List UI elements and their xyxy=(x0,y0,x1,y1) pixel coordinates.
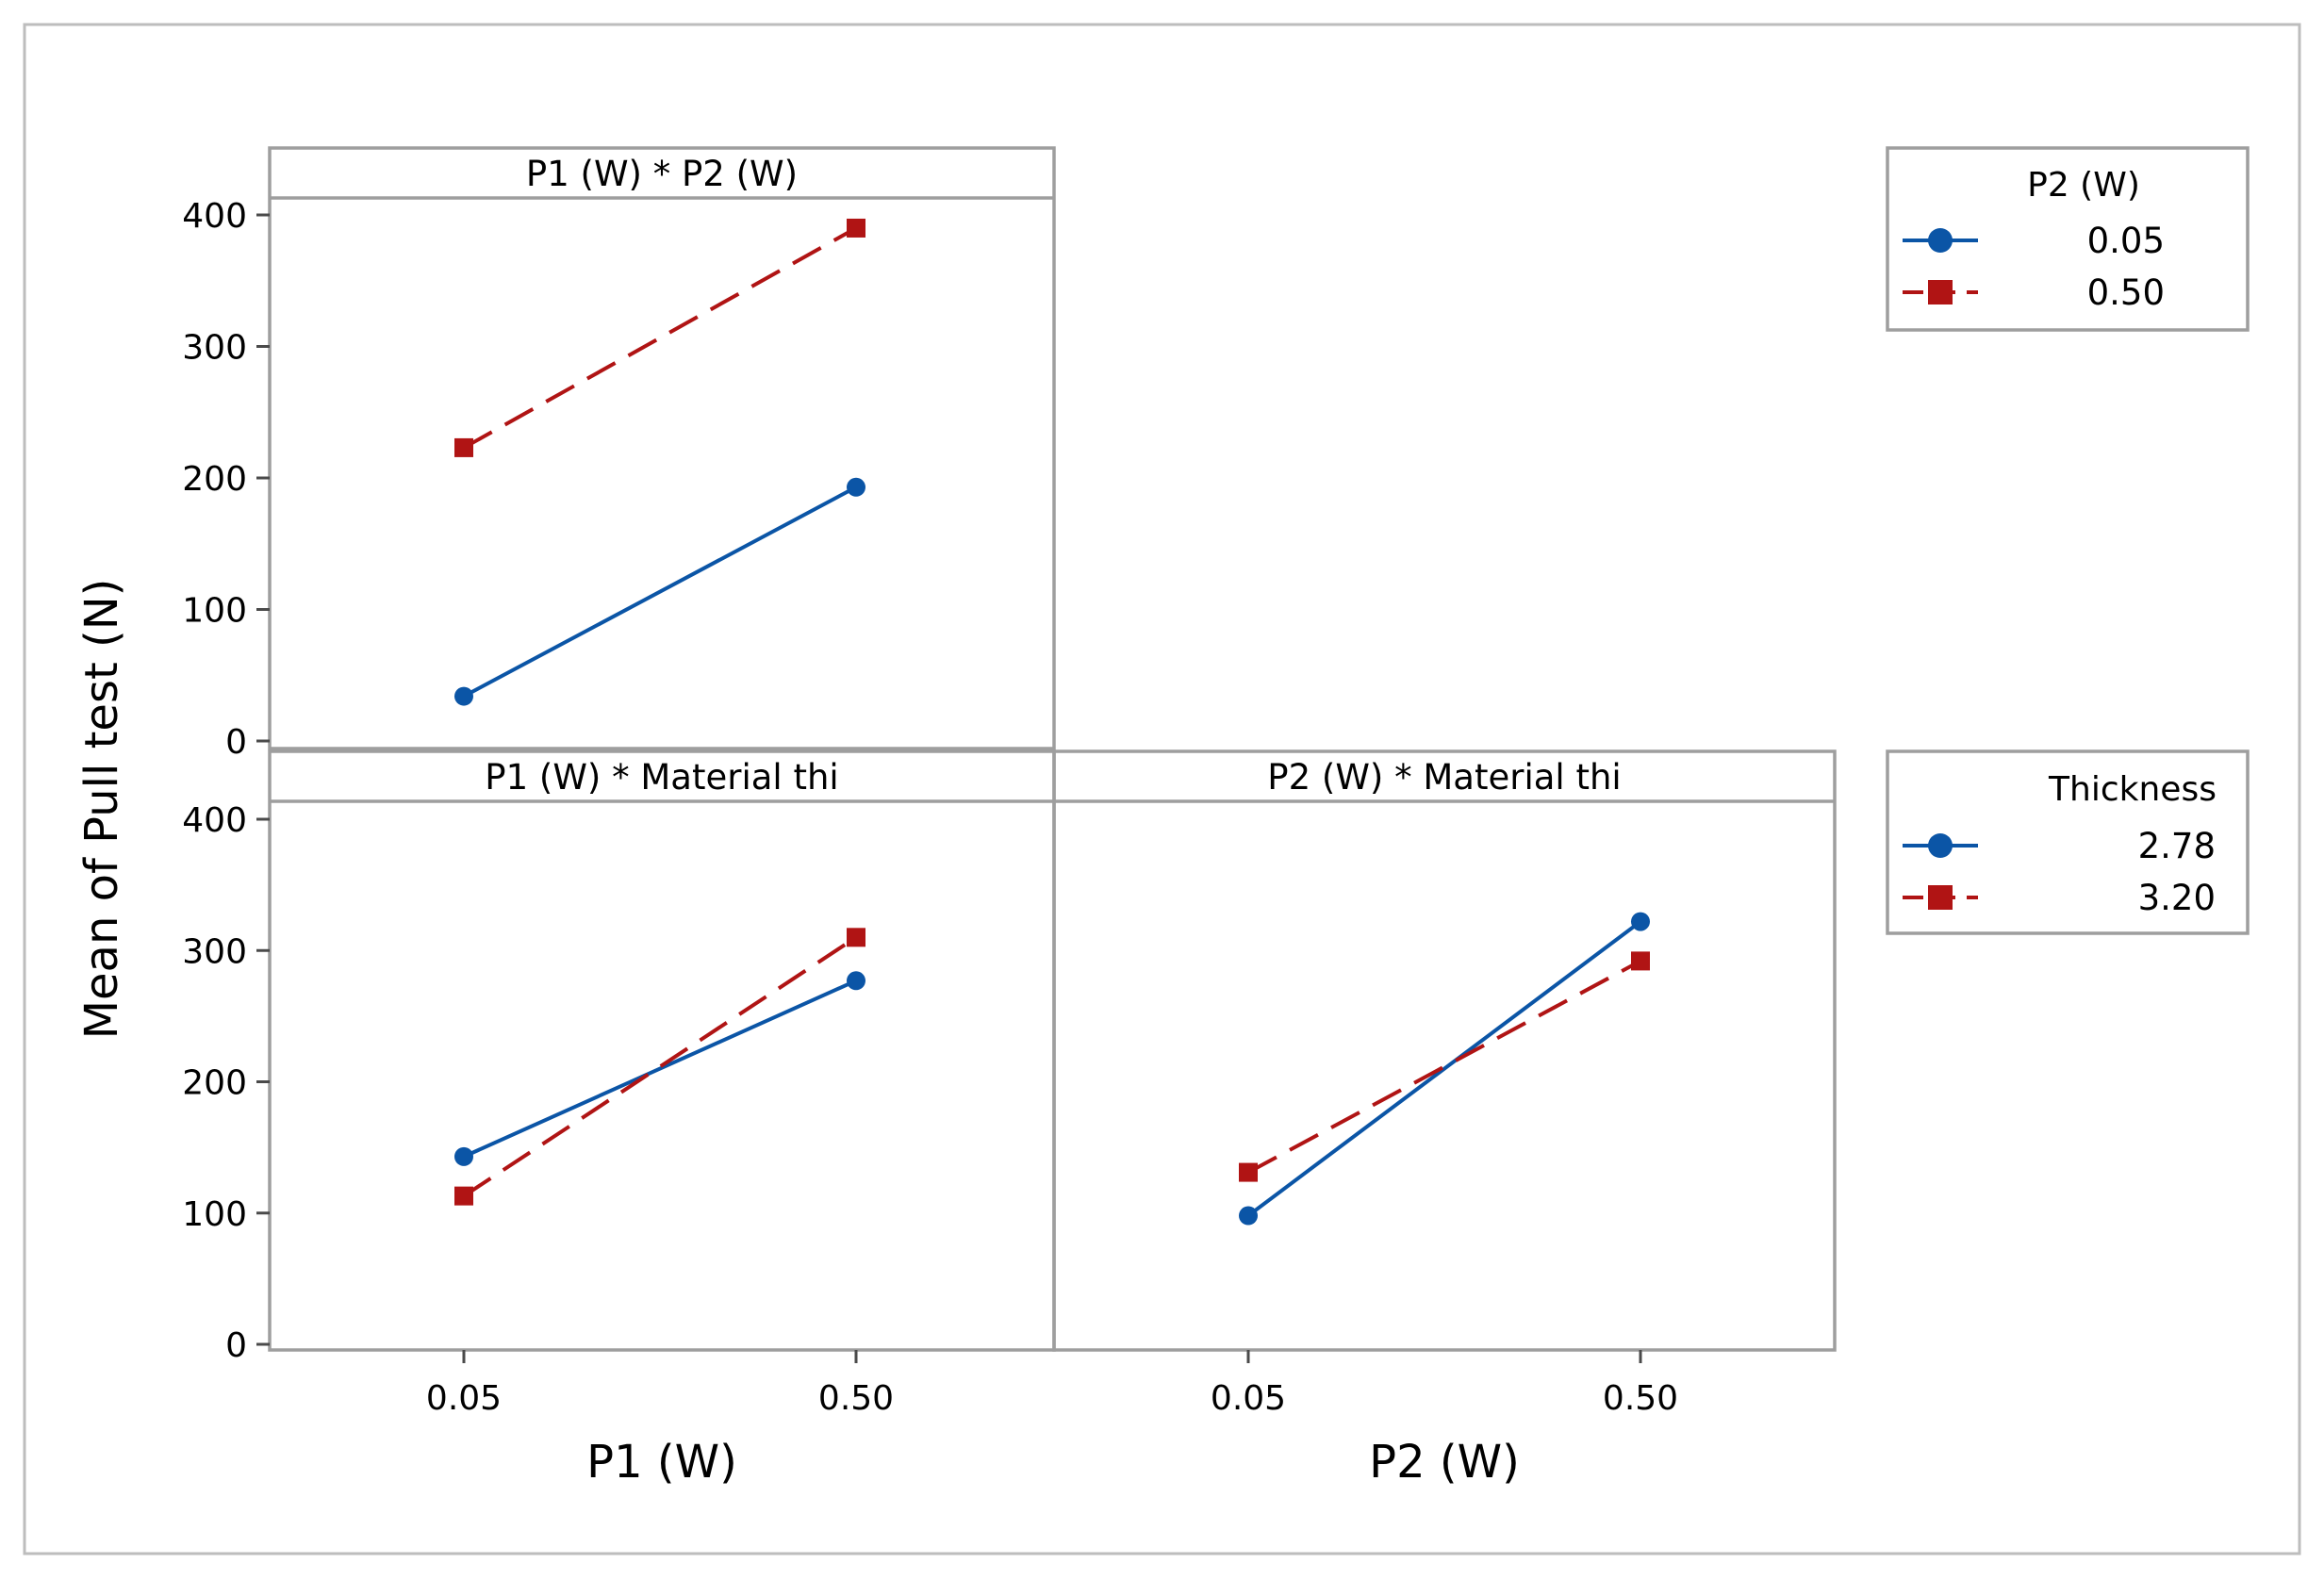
data-point-2.78-0.50 xyxy=(1631,912,1650,931)
series-line-0.50 xyxy=(463,226,857,450)
x-tick-label: 0.50 xyxy=(818,1379,894,1418)
y-tick-label: 100 xyxy=(182,1195,247,1234)
y-tick-label: 200 xyxy=(182,1064,247,1103)
strip-label: P1 (W) * Material thi xyxy=(485,757,838,798)
panel-p1-thick: P1 (W) * Material thi 0 100 200 300 400 0.05 0.… xyxy=(182,749,1056,1489)
series-line-3.20 xyxy=(462,935,858,1198)
legends-layer: P2 (W) 0.05 0.50 Thickness 2.78 3.20 xyxy=(1886,146,2250,935)
x-tick-label: 0.05 xyxy=(426,1379,502,1418)
legend-entry-3.20: 3.20 xyxy=(2138,878,2216,918)
legend-title: Thickness xyxy=(2048,770,2217,809)
data-point-2.78-0.05 xyxy=(1239,1206,1258,1226)
data-point-2.78-0.50 xyxy=(847,971,865,991)
y-tick-label: 0 xyxy=(225,723,247,762)
y-tick-label: 400 xyxy=(182,197,247,236)
y-tick-label: 100 xyxy=(182,592,247,631)
legend-marker xyxy=(1928,280,1953,304)
data-point-3.20-0.05 xyxy=(454,1186,473,1206)
x-tick-label: 0.50 xyxy=(1603,1379,1678,1418)
chart-frame xyxy=(23,23,2301,1555)
data-point-0.50-0.05 xyxy=(454,437,473,457)
y-axis-title: Mean of Pull test (N) xyxy=(75,579,128,1040)
x-axis-title: P2 (W) xyxy=(1369,1436,1520,1489)
legend-title: P2 (W) xyxy=(2027,166,2140,205)
legend-entry-2.78: 2.78 xyxy=(2138,826,2216,866)
y-tick-label: 300 xyxy=(182,932,247,971)
legend-entry-0.50: 0.50 xyxy=(2087,272,2165,313)
y-tick-label: 0 xyxy=(225,1326,247,1365)
legend-entry-0.05: 0.05 xyxy=(2087,221,2165,261)
x-tick-label: 0.05 xyxy=(1211,1379,1286,1418)
panel-p1-p2: P1 (W) * P2 (W) 0 100 200 300 400 xyxy=(182,146,1056,762)
data-point-2.78-0.05 xyxy=(454,1146,473,1166)
legend-thickness: Thickness 2.78 3.20 xyxy=(1886,749,2250,935)
panel-border xyxy=(268,146,1056,750)
series-line-2.78 xyxy=(1246,920,1642,1218)
strip-label: P1 (W) * P2 (W) xyxy=(526,154,798,194)
data-point-3.20-0.50 xyxy=(847,928,865,947)
legend-marker xyxy=(1928,833,1953,858)
legend-marker xyxy=(1928,885,1953,910)
panel-p2-thick: P2 (W) * Material thi 0.05 0.50 P2 (W) xyxy=(1052,749,1837,1489)
series-line-3.20 xyxy=(1247,959,1641,1175)
panel-border xyxy=(268,749,1056,1352)
y-tick-label: 200 xyxy=(182,460,247,499)
x-axis-title: P1 (W) xyxy=(586,1436,737,1489)
series-line-0.05 xyxy=(463,486,857,699)
data-point-3.20-0.05 xyxy=(1239,1162,1258,1182)
data-point-0.50-0.50 xyxy=(847,218,865,238)
series-line-2.78 xyxy=(463,979,857,1159)
y-tick-label: 300 xyxy=(182,329,247,368)
data-point-0.05-0.05 xyxy=(454,686,473,706)
legend-p2: P2 (W) 0.05 0.50 xyxy=(1886,146,2250,332)
panel-border xyxy=(1052,749,1837,1352)
legend-marker xyxy=(1928,228,1953,253)
data-point-3.20-0.50 xyxy=(1631,951,1650,971)
y-tick-label: 400 xyxy=(182,801,247,840)
data-point-0.05-0.50 xyxy=(847,477,865,497)
strip-label: P2 (W) * Material thi xyxy=(1267,757,1621,798)
